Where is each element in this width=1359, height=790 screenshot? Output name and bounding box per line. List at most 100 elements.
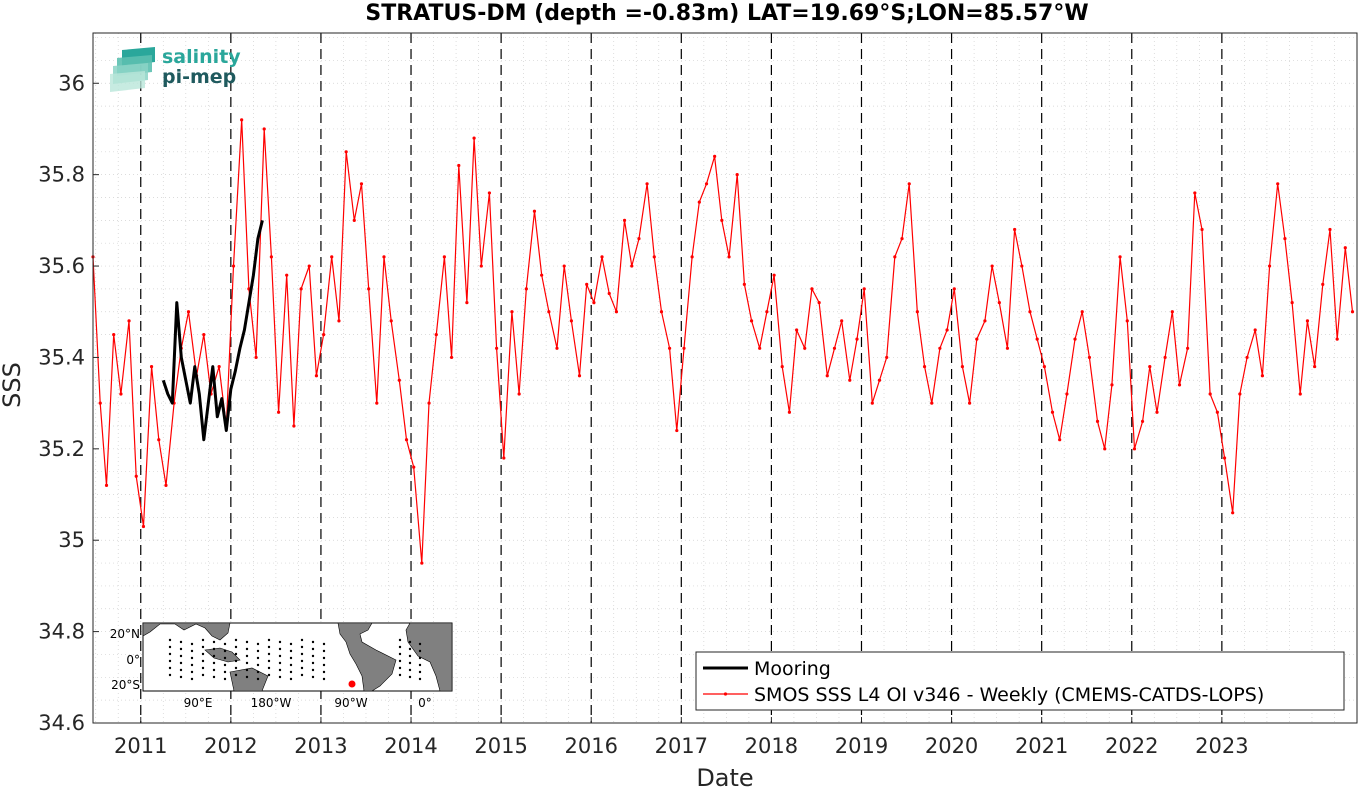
x-tick-label: 2016 [564,734,617,758]
series-point-smos [893,255,897,259]
series-point-smos [322,332,326,337]
series-point-smos [524,287,528,291]
series-point-smos [127,319,131,323]
x-tick-label: 2014 [384,734,437,758]
map-buoy-dot [300,659,304,663]
series-point-smos [600,255,604,259]
x-tick-label: 2012 [204,734,257,758]
series-point-smos [885,355,889,360]
map-buoy-dot [168,638,172,642]
map-buoy-dot [201,645,205,649]
map-buoy-dot [289,677,293,681]
series-point-smos [517,392,521,396]
series-point-smos [367,287,371,291]
series-point-smos [922,364,927,369]
series-point-smos [1155,410,1159,414]
series-point-smos [585,282,589,286]
map-buoy-dot [322,642,326,646]
series-point-smos [479,264,483,268]
series-point-smos [862,287,866,291]
inset-map-frame [142,622,453,692]
series-point-smos [555,346,559,350]
map-buoy-dot [300,666,304,670]
legend-label-mooring: Mooring [754,658,831,680]
map-buoy-dot [418,649,422,653]
map-buoy-dot [311,647,315,651]
series-point-smos [630,264,634,268]
series-point-smos [1013,227,1017,232]
series-point-smos [1110,383,1114,387]
series-point-smos [1200,227,1204,232]
map-buoy-dot [223,656,227,660]
series-point-smos [1125,319,1129,323]
map-buoy-dot [190,670,194,674]
x-tick-label: 2015 [474,734,527,758]
series-point-smos [990,264,994,268]
series-point-smos [1238,392,1242,396]
map-buoy-dot [300,645,304,649]
series-point-smos [592,301,596,305]
series-point-smos [742,282,746,286]
map-buoy-dot [256,663,260,667]
map-buoy-dot [168,645,172,649]
map-lon-label-180w: 180°W [251,696,292,710]
map-land-africa [405,622,453,692]
map-buoy-dot [168,666,172,670]
map-buoy-dot [212,675,216,679]
map-buoy-dot [179,654,183,658]
series-point-smos [697,200,701,204]
series-point-smos [427,401,431,405]
map-buoy-dot [322,649,326,653]
map-buoy-dot [168,652,172,656]
series-point-smos [758,346,762,350]
map-buoy-dot [289,670,293,674]
map-buoy-dot [201,659,205,663]
series-point-smos [1215,410,1219,414]
map-buoy-dot [201,638,205,642]
series-point-smos [667,346,672,350]
series-point-smos [540,273,544,277]
series-point-smos [810,287,814,291]
x-tick-label: 2013 [294,734,347,758]
map-buoy-dot [418,642,422,646]
series-point-smos [487,191,492,195]
map-land-maritime [204,647,241,663]
series-point-smos [1065,392,1069,396]
series-point-smos [749,319,754,323]
map-buoy-dot [278,640,282,644]
series-point-smos [434,332,438,337]
series-point-smos [502,456,506,460]
map-buoy-dot [234,645,238,649]
x-tick-label: 2017 [655,734,708,758]
series-point-smos [1343,246,1347,250]
series-point-smos [292,424,296,428]
series-point-smos [848,378,852,382]
series-point-smos [382,255,386,259]
map-buoy-dot [278,654,282,658]
series-point-smos [713,154,717,158]
map-buoy-dot [289,642,293,646]
series-point-smos [352,218,356,222]
series-line-mooring [161,220,264,442]
series-point-smos [149,364,154,369]
series-point-smos [330,255,334,259]
series-point-smos [141,524,146,529]
series-point-smos [375,401,379,405]
year-dividers [140,33,1223,723]
map-land-australia [229,667,269,692]
series-point-smos [1035,337,1039,341]
series-point-smos [547,310,551,314]
series-point-smos [780,364,784,369]
series-point-smos [915,310,919,314]
legend-swatch-smos-dot [723,692,728,696]
map-buoy-dot [267,659,271,663]
map-buoy-dot [212,661,216,665]
map-buoy-dot [278,647,282,651]
series-point-smos [465,301,469,305]
legend-box [695,651,1345,711]
y-tick-label: 34.6 [38,711,85,735]
map-buoy-dot [408,668,412,672]
series-point-smos [938,346,942,350]
legend: Mooring SMOS SSS L4 OI v346 - Weekly (CM… [695,651,1345,711]
series-point-smos [704,182,709,186]
